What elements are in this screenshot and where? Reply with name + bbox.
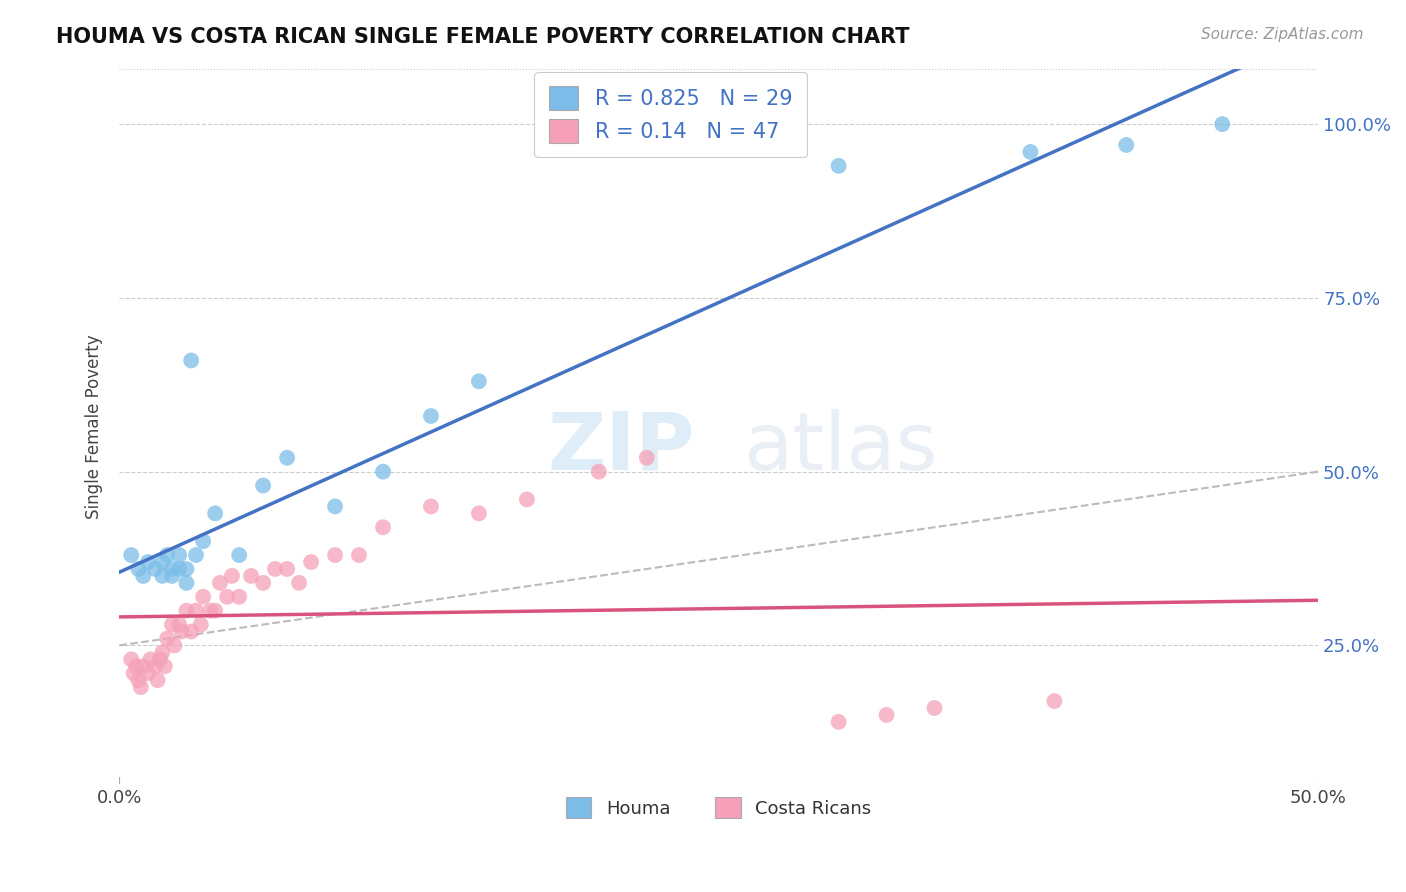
Point [153, 659, 176, 673]
Point [163, 639, 186, 653]
Point [143, 659, 166, 673]
Point [160, 617, 183, 632]
Point [827, 714, 849, 729]
Point [468, 507, 491, 521]
Point [160, 569, 183, 583]
Point [193, 534, 215, 549]
Text: atlas: atlas [742, 409, 936, 487]
Point [1211, 117, 1233, 131]
Point [143, 562, 166, 576]
Point [193, 590, 215, 604]
Point [167, 548, 190, 562]
Point [323, 548, 346, 562]
Point [152, 569, 174, 583]
Point [129, 680, 152, 694]
Point [160, 562, 183, 576]
Point [167, 562, 190, 576]
Point [371, 465, 394, 479]
Text: Source: ZipAtlas.com: Source: ZipAtlas.com [1201, 27, 1364, 42]
Point [184, 548, 207, 562]
Point [176, 562, 198, 576]
Point [132, 569, 155, 583]
Point [468, 374, 491, 388]
Point [180, 624, 202, 639]
Point [156, 632, 179, 646]
Point [204, 604, 226, 618]
Point [208, 575, 231, 590]
Point [876, 707, 898, 722]
Point [170, 624, 193, 639]
Point [184, 604, 207, 618]
Point [149, 652, 172, 666]
Point [1115, 138, 1137, 153]
Point [1019, 145, 1042, 159]
Point [924, 701, 946, 715]
Point [132, 659, 155, 673]
Point [323, 500, 346, 514]
Point [228, 590, 250, 604]
Point [276, 562, 298, 576]
Legend: Houma, Costa Ricans: Houma, Costa Ricans [558, 790, 879, 825]
Point [180, 353, 202, 368]
Point [371, 520, 394, 534]
Point [120, 652, 142, 666]
Point [1043, 694, 1066, 708]
Point [200, 604, 222, 618]
Point [347, 548, 370, 562]
Point [228, 548, 250, 562]
Text: ZIP: ZIP [547, 409, 695, 487]
Point [156, 548, 179, 562]
Point [252, 575, 274, 590]
Point [420, 409, 443, 423]
Point [827, 159, 849, 173]
Point [217, 590, 239, 604]
Point [127, 673, 149, 688]
Point [221, 569, 243, 583]
Point [146, 673, 169, 688]
Point [516, 492, 538, 507]
Text: HOUMA VS COSTA RICAN SINGLE FEMALE POVERTY CORRELATION CHART: HOUMA VS COSTA RICAN SINGLE FEMALE POVER… [56, 27, 910, 46]
Point [127, 562, 149, 576]
Point [420, 500, 443, 514]
Point [636, 450, 658, 465]
Point [240, 569, 263, 583]
Point [139, 652, 162, 666]
Point [167, 617, 190, 632]
Point [152, 555, 174, 569]
Point [176, 575, 198, 590]
Point [299, 555, 322, 569]
Point [176, 604, 198, 618]
Point [120, 548, 142, 562]
Point [288, 575, 311, 590]
Point [276, 450, 298, 465]
Point [125, 659, 148, 673]
Point [252, 478, 274, 492]
Point [136, 555, 159, 569]
Point [264, 562, 287, 576]
Point [136, 666, 159, 681]
Point [190, 617, 212, 632]
Y-axis label: Single Female Poverty: Single Female Poverty [86, 334, 103, 519]
Point [588, 465, 610, 479]
Point [152, 645, 174, 659]
Point [122, 666, 145, 681]
Point [204, 507, 226, 521]
